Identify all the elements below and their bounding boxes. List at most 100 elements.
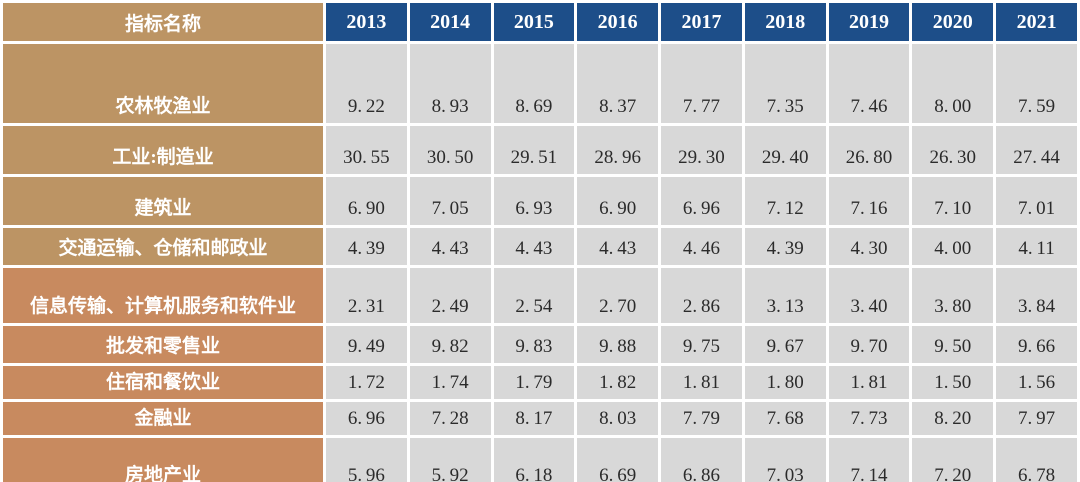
- value-cell: 9. 70: [828, 326, 910, 363]
- value-cell: 8. 00: [912, 44, 994, 123]
- value-cell: 4. 00: [912, 228, 994, 265]
- year-header: 2016: [577, 3, 659, 41]
- value-cell: 9. 66: [996, 326, 1077, 363]
- year-header: 2013: [326, 3, 407, 41]
- value-cell: 9. 83: [493, 326, 575, 363]
- row-label: 批发和零售业: [3, 326, 323, 363]
- value-cell: 1. 82: [577, 366, 659, 399]
- value-cell: 6. 69: [577, 438, 659, 482]
- value-cell: 1. 81: [828, 366, 910, 399]
- value-cell: 2. 49: [409, 268, 491, 323]
- value-cell: 2. 54: [493, 268, 575, 323]
- header-row: 指标名称 2013 2014 2015 2016 2017 2018 2019 2020 202…: [3, 3, 1077, 41]
- value-cell: 29. 40: [744, 126, 826, 174]
- value-cell: 2. 31: [326, 268, 407, 323]
- value-cell: 7. 35: [744, 44, 826, 123]
- value-cell: 6. 96: [661, 177, 742, 225]
- value-cell: 4. 43: [493, 228, 575, 265]
- value-cell: 8. 69: [493, 44, 575, 123]
- value-cell: 7. 05: [409, 177, 491, 225]
- value-cell: 8. 93: [409, 44, 491, 123]
- table-row: 工业:制造业 30. 55 30. 50 29. 51 28. 96 29. 30 29. …: [3, 126, 1077, 174]
- value-cell: 7. 03: [744, 438, 826, 482]
- value-cell: 1. 80: [744, 366, 826, 399]
- year-header: 2021: [996, 3, 1077, 41]
- row-label: 交通运输、仓储和邮政业: [3, 228, 323, 265]
- year-header: 2019: [828, 3, 910, 41]
- value-cell: 4. 43: [409, 228, 491, 265]
- table-row: 建筑业 6. 90 7. 05 6. 93 6. 90 6. 96 7. 12 7. 16 7.…: [3, 177, 1077, 225]
- value-cell: 5. 92: [409, 438, 491, 482]
- value-cell: 27. 44: [996, 126, 1077, 174]
- value-cell: 1. 79: [493, 366, 575, 399]
- value-cell: 7. 79: [661, 402, 742, 435]
- year-header: 2017: [661, 3, 742, 41]
- row-label: 金融业: [3, 402, 323, 435]
- row-label: 信息传输、计算机服务和软件业: [3, 268, 323, 323]
- table-row: 农林牧渔业 9. 22 8. 93 8. 69 8. 37 7. 77 7. 35 7. 46…: [3, 44, 1077, 123]
- value-cell: 6. 96: [326, 402, 407, 435]
- value-cell: 2. 86: [661, 268, 742, 323]
- value-cell: 1. 50: [912, 366, 994, 399]
- value-cell: 8. 20: [912, 402, 994, 435]
- value-cell: 6. 78: [996, 438, 1077, 482]
- value-cell: 7. 28: [409, 402, 491, 435]
- value-cell: 7. 10: [912, 177, 994, 225]
- value-cell: 1. 74: [409, 366, 491, 399]
- value-cell: 1. 81: [661, 366, 742, 399]
- value-cell: 4. 39: [326, 228, 407, 265]
- value-cell: 8. 17: [493, 402, 575, 435]
- value-cell: 4. 39: [744, 228, 826, 265]
- value-cell: 4. 46: [661, 228, 742, 265]
- value-cell: 6. 18: [493, 438, 575, 482]
- table-row: 批发和零售业 9. 49 9. 82 9. 83 9. 88 9. 75 9. 67 9. 7…: [3, 326, 1077, 363]
- table-row: 交通运输、仓储和邮政业 4. 39 4. 43 4. 43 4. 43 4. 46 4. 3…: [3, 228, 1077, 265]
- table-row: 房地产业 5. 96 5. 92 6. 18 6. 69 6. 86 7. 03 7. 14 7…: [3, 438, 1077, 482]
- value-cell: 9. 88: [577, 326, 659, 363]
- value-cell: 7. 16: [828, 177, 910, 225]
- value-cell: 4. 30: [828, 228, 910, 265]
- value-cell: 9. 82: [409, 326, 491, 363]
- value-cell: 26. 30: [912, 126, 994, 174]
- value-cell: 7. 01: [996, 177, 1077, 225]
- table-row: 金融业 6. 96 7. 28 8. 17 8. 03 7. 79 7. 68 7. 73 8.…: [3, 402, 1077, 435]
- value-cell: 3. 40: [828, 268, 910, 323]
- value-cell: 6. 90: [577, 177, 659, 225]
- value-cell: 1. 72: [326, 366, 407, 399]
- value-cell: 28. 96: [577, 126, 659, 174]
- value-cell: 9. 50: [912, 326, 994, 363]
- value-cell: 30. 55: [326, 126, 407, 174]
- row-label: 房地产业: [3, 438, 323, 482]
- value-cell: 8. 03: [577, 402, 659, 435]
- value-cell: 8. 37: [577, 44, 659, 123]
- value-cell: 6. 86: [661, 438, 742, 482]
- value-cell: 1. 56: [996, 366, 1077, 399]
- year-header: 2015: [493, 3, 575, 41]
- value-cell: 7. 77: [661, 44, 742, 123]
- value-cell: 7. 68: [744, 402, 826, 435]
- value-cell: 7. 12: [744, 177, 826, 225]
- value-cell: 7. 46: [828, 44, 910, 123]
- value-cell: 3. 13: [744, 268, 826, 323]
- value-cell: 7. 59: [996, 44, 1077, 123]
- value-cell: 7. 97: [996, 402, 1077, 435]
- year-header: 2018: [744, 3, 826, 41]
- value-cell: 9. 67: [744, 326, 826, 363]
- row-label: 工业:制造业: [3, 126, 323, 174]
- value-cell: 7. 73: [828, 402, 910, 435]
- value-cell: 26. 80: [828, 126, 910, 174]
- value-cell: 4. 43: [577, 228, 659, 265]
- value-cell: 7. 20: [912, 438, 994, 482]
- value-cell: 30. 50: [409, 126, 491, 174]
- year-header: 2014: [409, 3, 491, 41]
- value-cell: 2. 70: [577, 268, 659, 323]
- value-cell: 4. 11: [996, 228, 1077, 265]
- value-cell: 29. 30: [661, 126, 742, 174]
- value-cell: 7. 14: [828, 438, 910, 482]
- value-cell: 29. 51: [493, 126, 575, 174]
- table-row: 信息传输、计算机服务和软件业 2. 31 2. 49 2. 54 2. 70 2. 86 3…: [3, 268, 1077, 323]
- value-cell: 6. 93: [493, 177, 575, 225]
- row-label: 住宿和餐饮业: [3, 366, 323, 399]
